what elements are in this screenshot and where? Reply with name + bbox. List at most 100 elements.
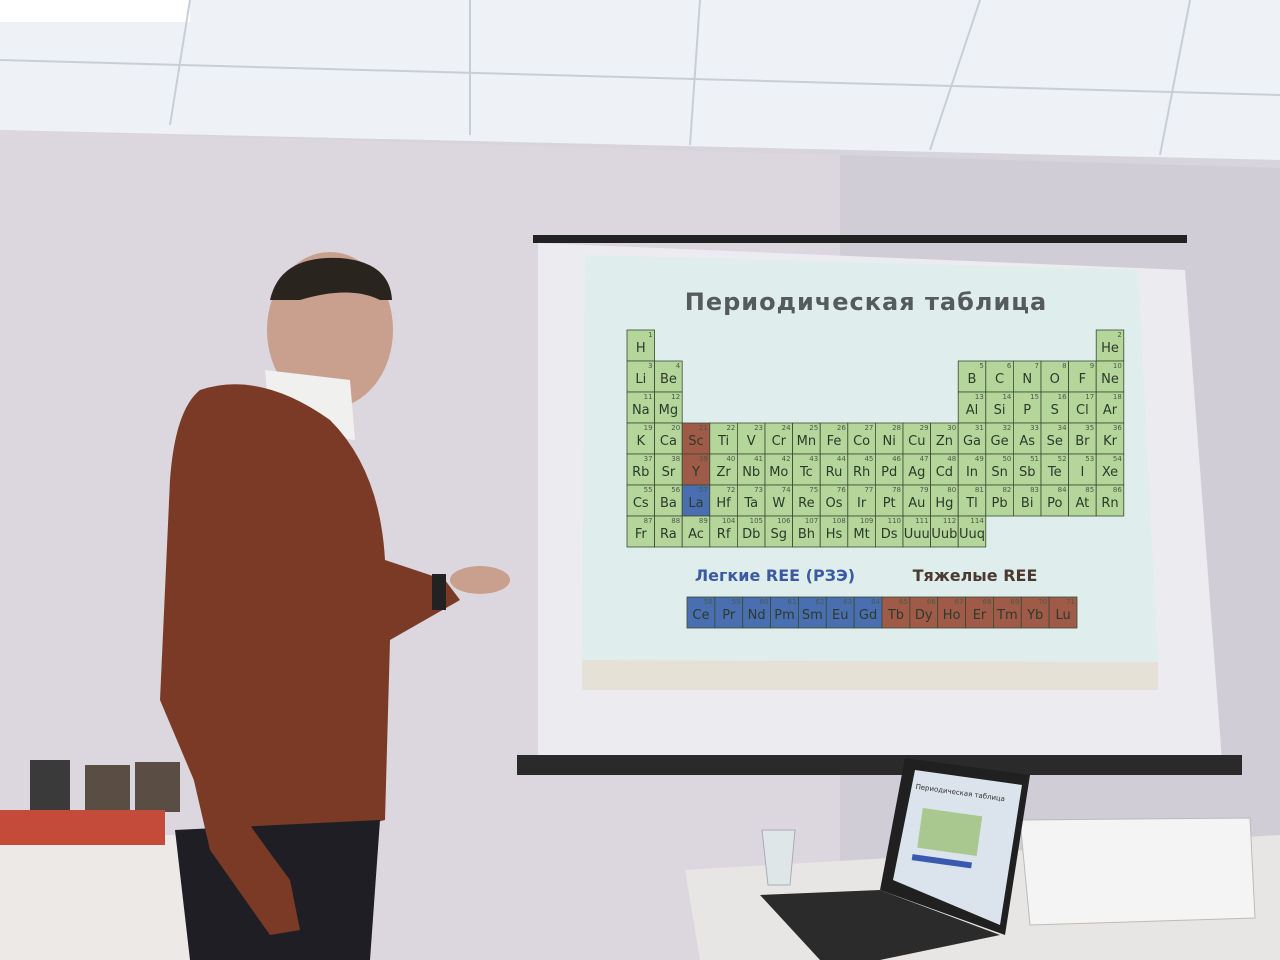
atomic-number: 71 [1066,598,1075,606]
ceiling-grid [0,0,1280,156]
element-symbol: Sg [771,527,788,542]
element-symbol: Au [908,496,925,511]
element-symbol: Ir [857,496,867,511]
cup-stack [85,765,130,815]
element-symbol: Uub [931,527,957,542]
atomic-number: 75 [809,486,818,494]
element-symbol: Se [1047,434,1063,449]
element-cell [709,422,738,455]
atomic-number: 13 [975,393,984,401]
atomic-number: 55 [644,486,653,494]
element-cell [654,422,683,455]
element-symbol: Bi [1021,496,1034,511]
element-symbol: B [968,372,977,387]
atomic-number: 82 [1002,486,1011,494]
element-cell [847,422,876,455]
element-symbol: Hg [935,496,953,511]
atomic-number: 16 [1058,393,1067,401]
element-cell [1013,484,1042,517]
atomic-number: 10 [1113,362,1122,370]
element-cell [825,596,855,629]
atomic-number: 81 [975,486,984,494]
element-symbol: Te [1047,465,1062,480]
atomic-number: 50 [1002,455,1011,463]
atomic-number: 62 [815,598,824,606]
element-symbol: Rb [632,465,649,480]
element-cell [875,453,904,486]
element-symbol: Mt [853,527,869,542]
element-symbol: Kr [1103,434,1118,449]
element-symbol: Po [1047,496,1062,511]
atomic-number: 87 [644,517,653,525]
atomic-number: 21 [699,424,708,432]
element-symbol: La [688,496,703,511]
element-symbol: Hs [826,527,843,542]
atomic-number: 54 [1113,455,1122,463]
element-cell [1013,391,1042,424]
element-cell [714,596,744,629]
element-symbol: Cs [633,496,649,511]
atomic-number: 110 [888,517,901,525]
atomic-number: 88 [671,517,680,525]
atomic-number: 86 [1113,486,1122,494]
element-cell [1013,422,1042,455]
atomic-number: 46 [892,455,901,463]
atomic-number: 3 [648,362,652,370]
atomic-number: 5 [979,362,983,370]
element-symbol: Ni [883,434,896,449]
atomic-number: 80 [947,486,956,494]
ceiling-light [0,0,190,22]
element-symbol: Ga [963,434,981,449]
element-cell [957,360,987,393]
element-cell [737,515,766,548]
element-cell [1068,453,1097,486]
element-symbol: N [1022,372,1032,387]
element-cell [1095,391,1125,424]
person [160,252,510,960]
element-cell [847,515,876,548]
atomic-number: 58 [704,598,713,606]
atomic-number: 61 [788,598,797,606]
atomic-number: 36 [1113,424,1122,432]
atomic-number: 69 [1010,598,1019,606]
element-cell [985,360,1014,393]
element-cell [1013,453,1042,486]
atomic-number: 7 [1035,362,1039,370]
element-cell [764,453,794,486]
element-symbol: Ac [688,527,704,542]
element-symbol: Ne [1101,372,1119,387]
element-cell [1048,596,1078,629]
light-ree-label: Легкие REE (РЗЭ) [695,566,855,585]
atomic-number: 53 [1085,455,1094,463]
atomic-number: 17 [1085,393,1094,401]
projector [1019,817,1256,926]
shelf [0,835,200,960]
element-symbol: Pd [881,465,897,480]
atomic-number: 43 [809,455,818,463]
element-symbol: Pb [992,496,1008,511]
element-symbol: Rn [1101,496,1118,511]
element-cell [742,596,771,629]
element-cell [881,596,911,629]
element-symbol: Br [1075,434,1090,449]
element-symbol: Er [973,608,987,623]
element-cell [626,391,656,424]
element-cell [686,596,716,629]
element-symbol: Tm [996,608,1018,623]
atomic-number: 60 [760,598,769,606]
atomic-number: 15 [1030,393,1039,401]
element-cell [1068,422,1097,455]
element-symbol: W [772,496,785,511]
atomic-number: 28 [892,424,901,432]
element-cell [681,484,711,517]
element-cell [792,515,821,548]
element-symbol: Pr [722,608,736,623]
cup-stack [30,760,70,810]
atomic-number: 25 [809,424,818,432]
element-symbol: Fr [635,527,648,542]
element-symbol: Ru [826,465,843,480]
element-cell [985,422,1014,455]
element-cell [764,515,794,548]
element-cell [930,515,959,548]
